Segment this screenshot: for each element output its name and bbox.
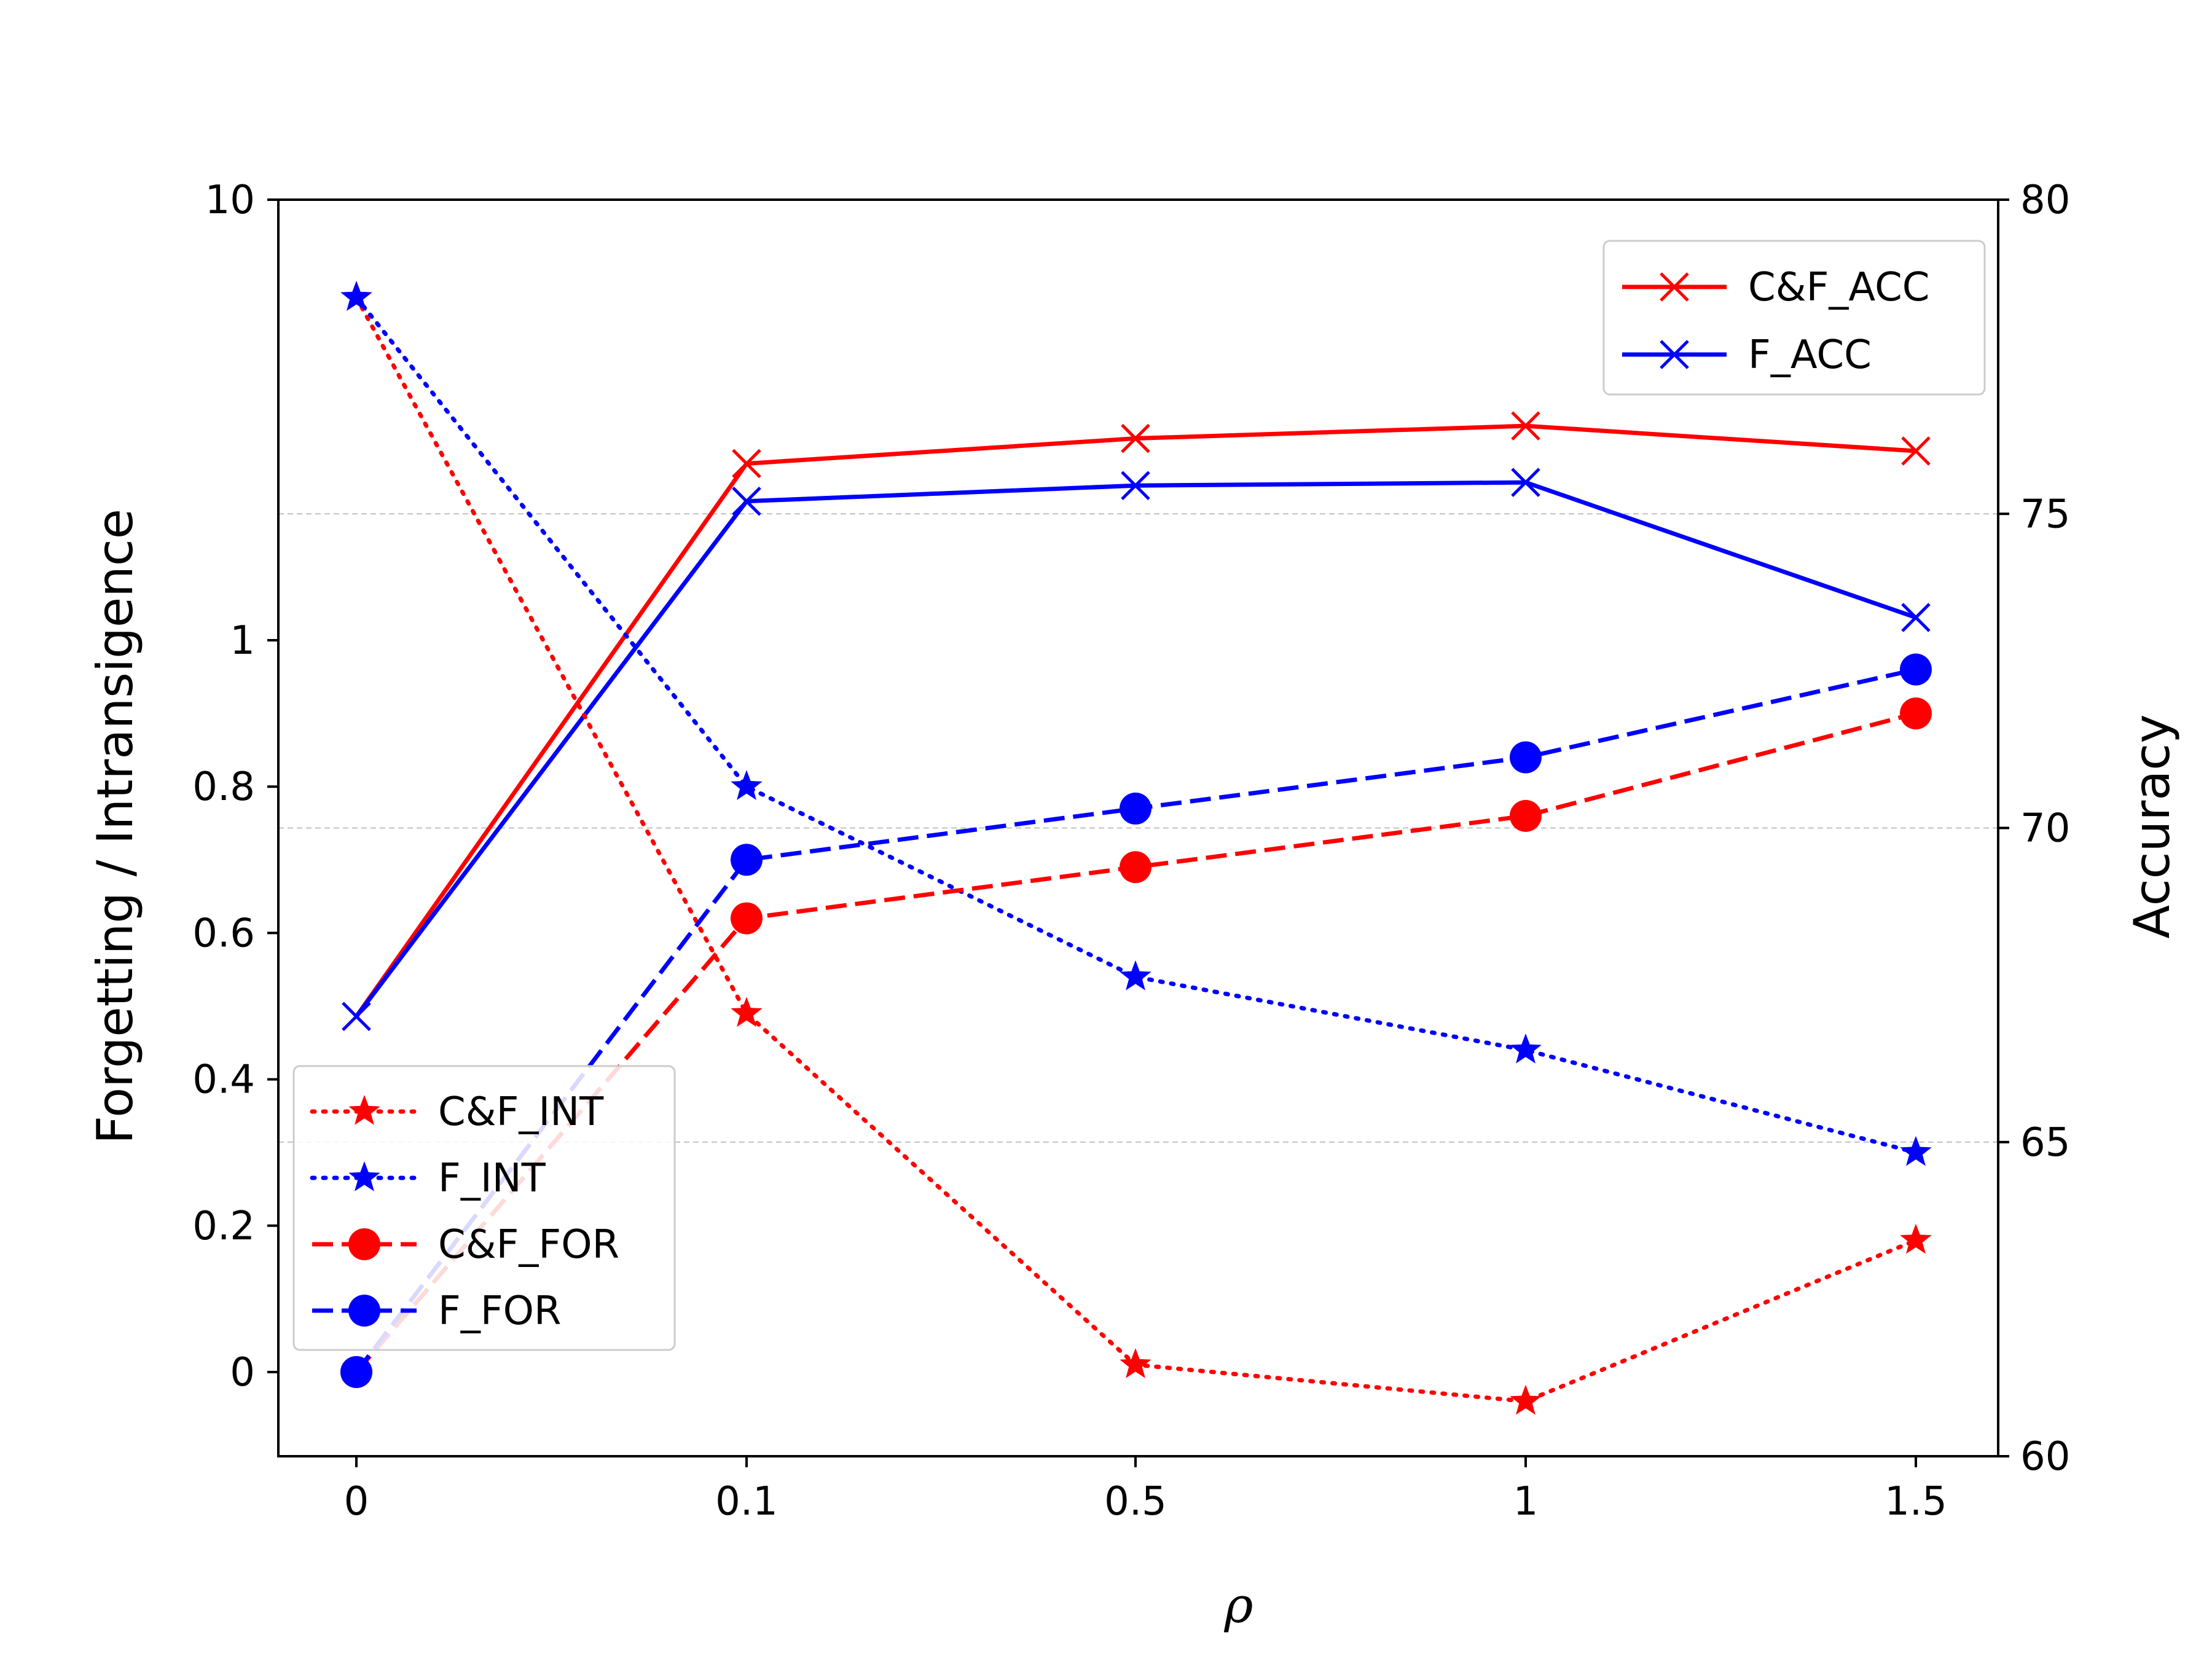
- data-point-f-acc-4: [1901, 603, 1931, 632]
- data-point-candf-for-3: [1510, 799, 1542, 832]
- data-point-candf-acc-3: [1511, 411, 1540, 441]
- data-point-candf-int-1: [731, 997, 763, 1027]
- data-point-f-acc-3: [1511, 468, 1540, 497]
- x-tick-label: 0: [344, 1479, 369, 1524]
- data-point-f-for-0: [340, 1356, 372, 1388]
- series-line-candf-acc: [355, 423, 1916, 1018]
- y-left-tick-label: 0.6: [192, 911, 255, 956]
- legend-label-f-for: F_FOR: [438, 1288, 561, 1334]
- legend-forgetting: C&F_INT F_INT C&F_FOR F_FOR: [292, 1065, 676, 1351]
- data-point-candf-for-4: [1900, 697, 1932, 730]
- data-point-f-int-2: [1120, 960, 1151, 990]
- data-point-f-acc-2: [1121, 471, 1150, 501]
- data-point-f-int-3: [1510, 1033, 1542, 1064]
- data-point-f-int-0: [340, 281, 372, 311]
- data-point-candf-acc-1: [732, 449, 761, 479]
- series-f-acc: [342, 468, 1931, 1032]
- legends: C&F_ACC F_ACC C&F_INT F_INT C&F_FOR F_FOR: [292, 240, 1986, 1351]
- legend-label-candf-acc: C&F_ACC: [1748, 265, 1929, 310]
- y-left-tick-label: 0.2: [192, 1204, 255, 1249]
- y-left-axis-label: Forgetting / Intransigence: [87, 509, 144, 1144]
- y-right-tick-label: 80: [2020, 178, 2070, 223]
- legend-forgetting-frame: [292, 1065, 676, 1351]
- legend-label-candf-for: C&F_FOR: [438, 1222, 619, 1268]
- x-tick-label: 1: [1513, 1479, 1539, 1524]
- grid-lines: [278, 513, 1998, 1143]
- y-right-tick-label: 65: [2020, 1120, 2070, 1166]
- data-point-candf-acc-2: [1121, 423, 1150, 453]
- legend-label-f-acc: F_ACC: [1748, 332, 1872, 378]
- legend-marker-f-int: [348, 1161, 380, 1191]
- data-point-candf-int-3: [1510, 1384, 1542, 1415]
- data-point-f-acc-1: [732, 487, 761, 516]
- x-tick-label: 0.5: [1104, 1479, 1167, 1524]
- x-tick-label: 0.1: [715, 1479, 778, 1524]
- series-line-f-acc: [355, 480, 1917, 1018]
- y-left-tick-label: 0.8: [192, 764, 255, 810]
- axes: 0 0.1 0.5 1 1.5 0 0.2 0.4 0.6 0.8 1 10 60 65 70 75 80 ρ Fo…: [87, 178, 2181, 1634]
- y-left-tick-label: 10: [205, 178, 255, 223]
- y-left-tick-label: 0.4: [192, 1057, 255, 1103]
- legend-marker-f-acc: [1660, 340, 1689, 369]
- legend-accuracy: C&F_ACC F_ACC: [1602, 240, 1986, 396]
- data-point-candf-acc-4: [1901, 436, 1931, 466]
- y-left-tick-label: 1: [230, 618, 255, 664]
- data-point-candf-int-4: [1900, 1223, 1932, 1254]
- series-f-for: [340, 653, 1932, 1388]
- legend-label-candf-int: C&F_INT: [438, 1089, 604, 1135]
- data-point-f-int-4: [1900, 1135, 1932, 1166]
- data-point-candf-for-2: [1120, 851, 1151, 884]
- y-left-tick-label: 0: [230, 1350, 255, 1395]
- data-point-f-for-2: [1120, 792, 1151, 825]
- x-tick-label: 1.5: [1885, 1479, 1947, 1524]
- data-point-f-for-3: [1510, 741, 1542, 774]
- legend-label-f-int: F_INT: [438, 1156, 546, 1201]
- y-right-tick-label: 70: [2020, 806, 2070, 852]
- legend-marker-candf-acc: [1660, 272, 1689, 302]
- data-point-f-for-1: [731, 844, 763, 876]
- y-right-tick-label: 75: [2020, 492, 2070, 537]
- x-axis-label: ρ: [1223, 1577, 1253, 1634]
- legend-marker-candf-for: [348, 1228, 380, 1260]
- data-point-f-for-4: [1900, 653, 1932, 686]
- data-point-candf-for-1: [731, 902, 763, 935]
- data-point-candf-int-2: [1120, 1348, 1151, 1378]
- legend-marker-f-for: [348, 1295, 380, 1327]
- data-point-f-acc-0: [342, 1002, 371, 1032]
- data-point-f-int-1: [731, 770, 763, 800]
- legend-marker-candf-int: [348, 1095, 380, 1125]
- y-right-axis-label: Accuracy: [2124, 714, 2181, 938]
- y-right-tick-label: 60: [2020, 1434, 2070, 1480]
- series-f-int: [340, 281, 1932, 1166]
